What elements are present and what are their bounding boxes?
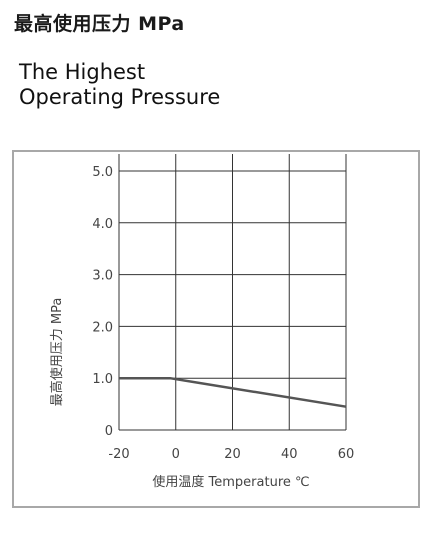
chart-series: [119, 376, 347, 408]
x-tick-label: 0: [172, 447, 180, 462]
y-tick-label: 3.0: [92, 269, 113, 284]
y-tick-label: 4.0: [92, 217, 113, 232]
series-line: [119, 376, 347, 408]
x-tick-label: 40: [281, 447, 298, 462]
chart-ticks: 0 1.0 2.0 3.0 4.0 5.0 -20 0 20 40 60: [92, 165, 354, 462]
y-axis-label: 最高使用压力 MPa: [49, 298, 65, 407]
page-title-en-line2: Operating Pressure: [19, 85, 221, 109]
x-tick-label: -20: [108, 447, 129, 462]
page-title-en: The Highest Operating Pressure: [19, 60, 220, 110]
page-title-en-line1: The Highest: [19, 60, 146, 84]
y-tick-label: 5.0: [92, 165, 113, 180]
page-title-cn: 最高使用压力 MPa: [14, 13, 185, 35]
x-tick-label: 20: [224, 447, 241, 462]
x-tick-label: 60: [338, 447, 355, 462]
chart-frame: [12, 150, 420, 508]
y-tick-label: 2.0: [92, 320, 113, 335]
y-tick-label: 1.0: [92, 372, 113, 387]
x-axis-label: 使用温度 Temperature ℃: [152, 474, 309, 490]
y-tick-label: 0: [105, 424, 113, 439]
